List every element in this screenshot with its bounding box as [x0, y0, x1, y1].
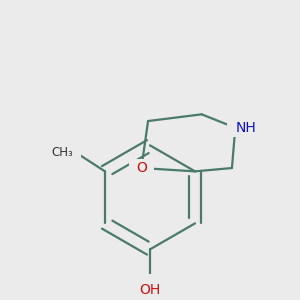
Text: O: O [136, 161, 147, 175]
Bar [227, 118, 260, 137]
Bar [129, 159, 154, 177]
Bar [55, 144, 82, 162]
Text: CH₃: CH₃ [51, 146, 73, 159]
Text: NH: NH [235, 121, 256, 135]
Text: OH: OH [140, 283, 160, 297]
Bar [138, 274, 162, 292]
